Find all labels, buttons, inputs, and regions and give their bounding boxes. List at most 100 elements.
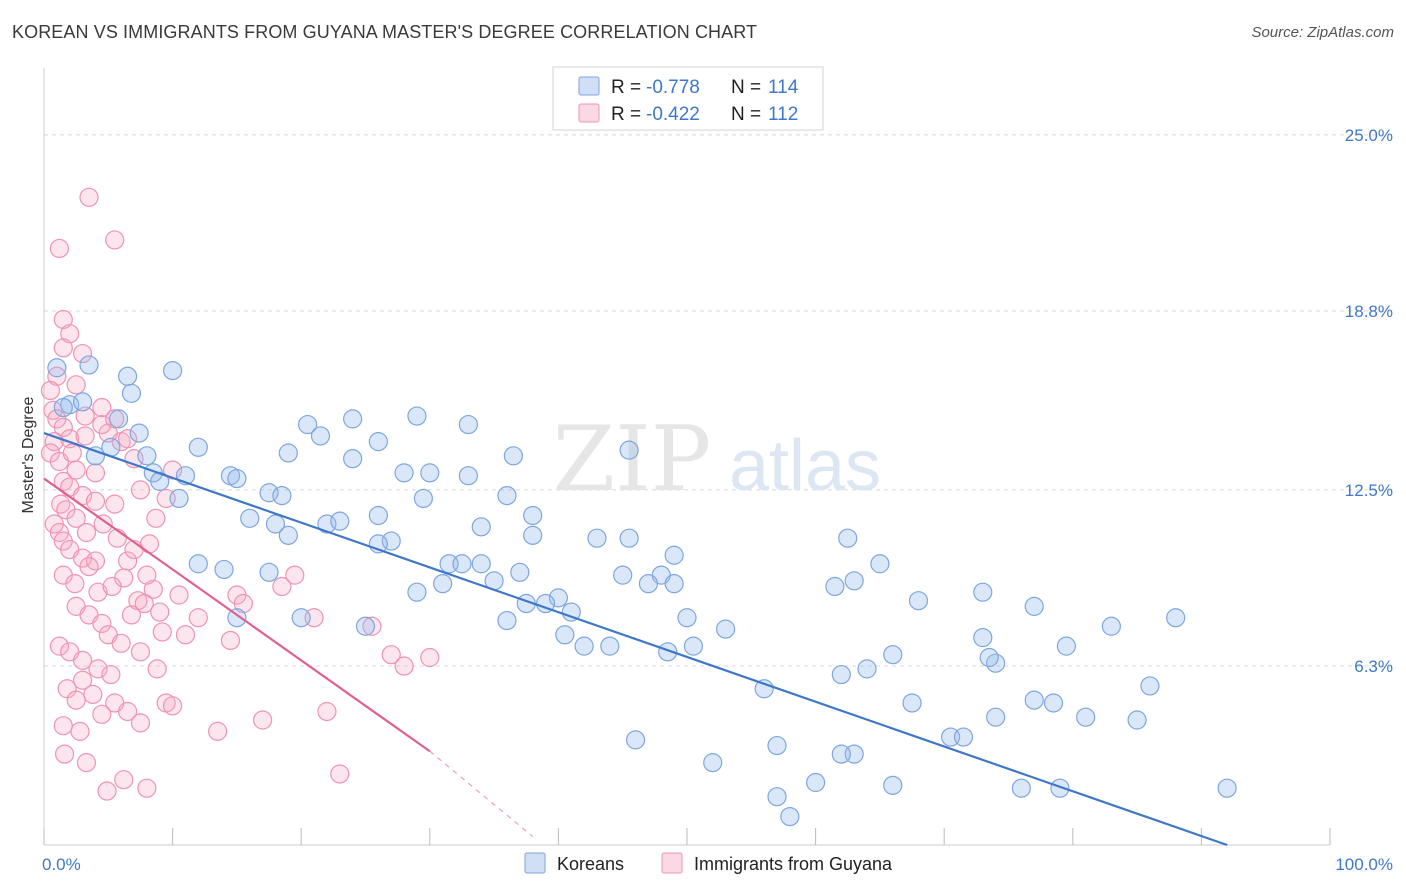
point-guyana-89 <box>220 630 241 651</box>
point-guyana-74 <box>92 397 112 418</box>
point-koreans-80 <box>625 730 646 750</box>
point-guyana-72 <box>117 429 138 449</box>
point-guyana-6 <box>72 343 93 364</box>
point-koreans-117 <box>1127 710 1147 730</box>
point-koreans-74 <box>715 619 736 639</box>
point-guyana-64 <box>137 565 157 585</box>
point-guyana-21 <box>75 426 95 446</box>
point-koreans-62 <box>214 559 234 580</box>
point-guyana-29 <box>66 508 86 528</box>
watermark-atlas: atlas <box>729 426 881 506</box>
point-guyana-3 <box>53 309 73 330</box>
x-tick-labels: 0.0% 100.0% <box>42 855 1393 874</box>
point-koreans-106 <box>838 528 858 548</box>
point-guyana-38 <box>79 557 99 577</box>
point-guyana-12 <box>53 417 73 438</box>
point-koreans-115 <box>1166 608 1186 628</box>
point-guyana-83 <box>175 625 196 645</box>
point-koreans-89 <box>883 775 903 795</box>
point-guyana-108 <box>76 753 97 773</box>
point-koreans-78 <box>555 625 575 645</box>
point-guyana-55 <box>66 690 86 710</box>
point-koreans-76 <box>683 636 704 656</box>
point-koreans-55 <box>510 562 530 582</box>
point-koreans-114 <box>1140 676 1160 696</box>
point-koreans-10 <box>85 446 106 466</box>
point-koreans-41 <box>503 446 523 466</box>
y-tick-label-2: 12.5% <box>1345 481 1393 500</box>
point-koreans-65 <box>291 608 311 628</box>
point-koreans-31 <box>265 514 286 534</box>
point-koreans-112 <box>1024 690 1044 710</box>
point-koreans-72 <box>638 574 659 594</box>
point-guyana-88 <box>208 721 228 741</box>
point-guyana-68 <box>146 508 166 528</box>
point-koreans-38 <box>420 463 440 483</box>
point-guyana-80 <box>121 605 142 625</box>
point-koreans-3 <box>53 397 73 418</box>
point-koreans-22 <box>458 414 478 435</box>
point-koreans-26 <box>227 468 247 489</box>
point-koreans-4 <box>79 355 99 375</box>
legend-bottom-label-guyana: Immigrants from Guyana <box>694 854 893 874</box>
point-koreans-42 <box>497 485 517 506</box>
point-koreans-50 <box>471 554 491 574</box>
point-koreans-79 <box>574 636 594 656</box>
point-koreans-61 <box>188 554 208 574</box>
point-koreans-12 <box>137 446 157 466</box>
point-koreans-44 <box>471 517 491 537</box>
point-koreans-67 <box>407 582 427 602</box>
point-guyana-1 <box>105 230 125 250</box>
point-koreans-90 <box>831 744 851 764</box>
legend-n-label-koreans: N = <box>731 77 761 98</box>
point-guyana-8 <box>40 380 61 401</box>
x-tick-label-0: 0.0% <box>42 855 81 874</box>
point-guyana-82 <box>147 659 167 679</box>
point-koreans-39 <box>413 488 433 509</box>
point-koreans-43 <box>523 505 543 526</box>
point-koreans-98 <box>883 645 903 665</box>
point-koreans-21 <box>407 406 427 426</box>
point-guyana-87 <box>163 696 183 716</box>
point-koreans-15 <box>278 443 298 463</box>
point-koreans-81 <box>767 735 787 756</box>
point-guyana-96 <box>362 616 382 636</box>
point-koreans-66 <box>355 616 376 636</box>
point-guyana-98 <box>285 565 305 585</box>
trend-line-koreans <box>43 432 1228 847</box>
point-guyana-94 <box>420 647 440 668</box>
point-koreans-108 <box>825 576 845 597</box>
point-koreans-91 <box>805 772 826 793</box>
point-koreans-6 <box>163 360 183 381</box>
point-guyana-66 <box>134 593 154 614</box>
point-guyana-57 <box>117 701 138 722</box>
y-tick-labels: 25.0% 18.8% 12.5% 6.3% <box>1345 126 1393 676</box>
point-koreans-110 <box>908 591 929 611</box>
legend-n-label-guyana: N = <box>731 104 761 125</box>
legend-swatch-guyana <box>578 103 600 123</box>
series-koreans-points <box>47 355 1237 827</box>
point-guyana-110 <box>114 770 134 790</box>
point-koreans-36 <box>368 505 388 526</box>
chart-source: Source: ZipAtlas.com <box>1251 24 1394 41</box>
point-koreans-99 <box>902 693 922 713</box>
point-guyana-4 <box>60 324 80 344</box>
axes <box>43 68 1331 846</box>
point-koreans-116 <box>1101 616 1121 636</box>
point-guyana-81 <box>130 642 151 662</box>
legend-r-label-koreans: R = <box>611 77 641 98</box>
point-koreans-64 <box>259 562 279 582</box>
point-guyana-100 <box>188 608 208 628</box>
point-koreans-75 <box>658 642 678 662</box>
point-guyana-109 <box>97 781 117 801</box>
point-koreans-104 <box>1043 693 1064 713</box>
point-guyana-93 <box>381 645 401 665</box>
legend-swatch-koreans <box>578 76 600 96</box>
point-guyana-2 <box>49 238 70 259</box>
point-koreans-94 <box>703 753 723 773</box>
point-guyana-63 <box>150 602 170 622</box>
point-guyana-91 <box>317 701 337 722</box>
point-koreans-9 <box>129 423 149 443</box>
point-guyana-30 <box>105 494 125 514</box>
